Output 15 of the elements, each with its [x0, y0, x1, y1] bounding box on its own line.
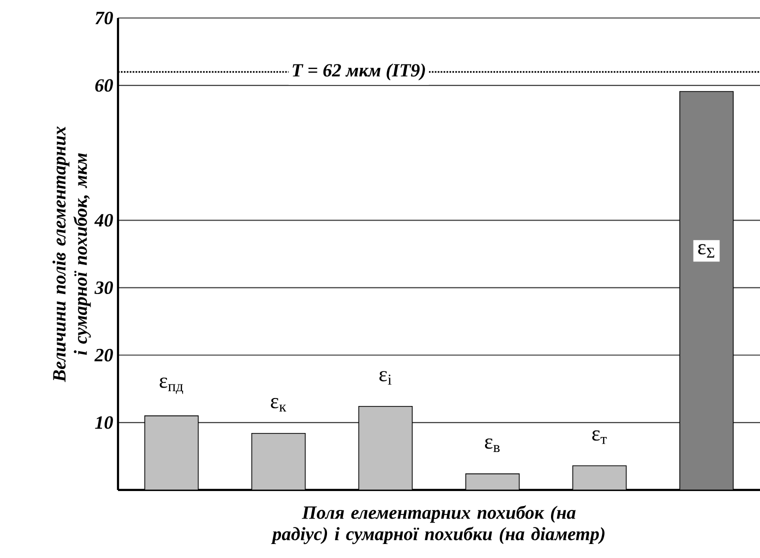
y-tick-label: 40 — [94, 214, 113, 227]
x-tick-label: ε$_{к}$ — [270, 398, 286, 412]
ref-line-label: T = 62 мкм (IT9) — [292, 63, 425, 80]
y-tick-label: 30 — [94, 281, 113, 294]
x-tick-label: ε$_{пд}$ — [160, 378, 184, 394]
x-axis-title: Поля елементарних похибок (на радіус) і сумарної похибки (на діаметр) — [271, 505, 604, 544]
y-tick-label: 20 — [94, 348, 113, 362]
x-tick-label: ε$_{і}$ — [379, 371, 392, 385]
y-tick-label: 70 — [95, 12, 113, 24]
x-tick-label: ε$_{в}$ — [484, 438, 500, 452]
y-tick-label: 60 — [95, 79, 113, 92]
y-axis-title: Величини полів елементарних і сумарної похибок, мкм — [52, 126, 91, 382]
x-tick-label: ε$_{т}$ — [592, 430, 607, 444]
x-tick-label: ε$_{Σ}$ — [698, 244, 714, 258]
y-tick-label: 10 — [95, 416, 113, 429]
